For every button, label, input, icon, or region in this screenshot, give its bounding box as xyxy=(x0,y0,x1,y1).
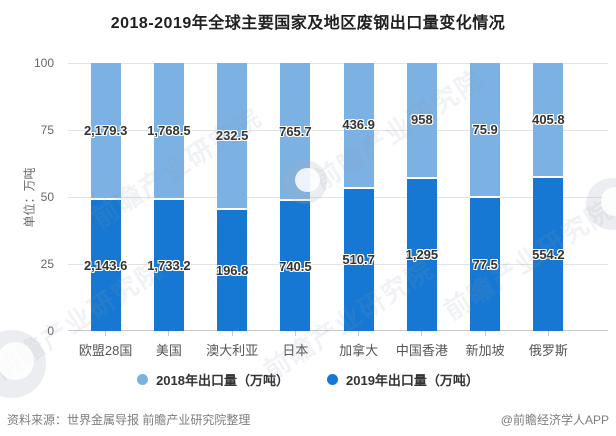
bar-group: 75.9 77.5 xyxy=(454,63,517,331)
bar-segment-2019: 510.7 xyxy=(342,186,375,331)
y-axis-labels: 100 75 50 25 0 xyxy=(18,56,60,338)
bar-segment-2018: 958 xyxy=(406,63,437,177)
legend-item: 2019年出口量（万吨） xyxy=(327,370,479,389)
category-cell: 新加坡 xyxy=(454,331,517,359)
category-label: 澳大利亚 xyxy=(206,343,259,358)
legend-swatch xyxy=(327,374,338,385)
legend-swatch xyxy=(137,374,149,385)
bar-segment-2018: 2,179.3 xyxy=(84,63,127,199)
category-label: 中国香港 xyxy=(395,343,448,358)
bar-segment-2018: 405.8 xyxy=(532,63,565,177)
y-tick-label: 100 xyxy=(33,56,54,70)
legend-item: 2018年出口量（万吨） xyxy=(137,370,289,389)
gridline xyxy=(68,264,608,265)
data-label-2019: 510.7 xyxy=(342,252,375,268)
data-label-2019: 2,143.6 xyxy=(83,258,128,274)
data-label-2018: 2,179.3 xyxy=(83,123,128,139)
y-tick-label: 25 xyxy=(40,257,54,271)
stacked-bar: 232.5 196.8 xyxy=(215,63,249,331)
category-cell: 欧盟28国 xyxy=(74,331,137,359)
category-label: 日本 xyxy=(282,343,309,358)
data-label-2019: 554.2 xyxy=(532,247,565,263)
data-label-2019: 740.5 xyxy=(279,258,312,274)
credit-note: @前瞻经济学人APP xyxy=(500,413,609,427)
bar-segment-2018: 75.9 xyxy=(470,63,501,196)
bar-group: 405.8 554.2 xyxy=(517,63,580,331)
stacked-bar: 765.7 740.5 xyxy=(279,63,312,331)
stacked-bar: 1,768.5 1,733.2 xyxy=(147,63,191,331)
data-label-2018: 75.9 xyxy=(472,121,498,137)
bar-segment-2019: 196.8 xyxy=(215,208,249,331)
data-label-2019: 1,295 xyxy=(405,247,439,263)
category-tick xyxy=(358,331,360,336)
bar-group: 436.9 510.7 xyxy=(327,63,390,331)
bar-segment-2018: 1,768.5 xyxy=(147,63,191,199)
category-cell: 美国 xyxy=(137,331,200,359)
source-note: 资料来源：世界金属导报 前瞻产业研究院整理 xyxy=(7,413,251,427)
data-label-2018: 1,768.5 xyxy=(147,123,191,139)
category-label: 欧盟28国 xyxy=(78,343,133,358)
category-tick xyxy=(421,331,423,336)
bar-group: 958 1,295 xyxy=(390,63,453,331)
data-label-2018: 436.9 xyxy=(342,117,375,133)
category-cell: 俄罗斯 xyxy=(517,331,580,359)
gridline xyxy=(68,197,608,198)
bar-group: 2,179.3 2,143.6 xyxy=(74,63,137,331)
bar-segment-2019: 740.5 xyxy=(279,199,312,331)
category-axis: 欧盟28国 美国 澳大利亚 日本 加拿大 中国香港 新加坡 俄罗斯 xyxy=(68,331,608,359)
category-label: 新加坡 xyxy=(465,343,505,358)
stacked-bar: 75.9 77.5 xyxy=(470,63,501,331)
bar-segment-2018: 436.9 xyxy=(342,63,375,187)
y-tick-label: 50 xyxy=(40,190,54,204)
data-label-2018: 232.5 xyxy=(215,128,249,144)
bar-group: 765.7 740.5 xyxy=(264,63,327,331)
stacked-bar: 2,179.3 2,143.6 xyxy=(84,63,127,331)
data-label-2019: 196.8 xyxy=(215,263,249,279)
bars-layer: 2,179.3 2,143.6 1,768.5 1,733.2 232.5 196.8 76… xyxy=(68,63,608,331)
bar-segment-2018: 232.5 xyxy=(215,63,249,209)
bar-segment-2018: 765.7 xyxy=(279,63,312,200)
category-cell: 日本 xyxy=(264,331,327,359)
footer: 资料来源：世界金属导报 前瞻产业研究院整理 @前瞻经济学人APP xyxy=(0,411,616,428)
category-cell: 加拿大 xyxy=(327,331,390,359)
category-label: 俄罗斯 xyxy=(528,343,568,358)
bar-group: 1,768.5 1,733.2 xyxy=(137,63,200,331)
bar-segment-2019: 77.5 xyxy=(470,195,501,331)
bar-segment-2019: 1,295 xyxy=(405,176,439,331)
y-tick-label: 75 xyxy=(40,123,54,137)
category-tick xyxy=(547,331,549,336)
stacked-bar: 958 1,295 xyxy=(405,63,439,331)
category-label: 美国 xyxy=(155,343,182,358)
data-label-2019: 1,733.2 xyxy=(147,258,191,274)
legend-label: 2019年出口量（万吨） xyxy=(346,373,479,388)
category-tick xyxy=(484,331,486,336)
bar-group: 232.5 196.8 xyxy=(201,63,264,331)
plot-area: 2,179.3 2,143.6 1,768.5 1,733.2 232.5 196.8 76… xyxy=(68,63,608,331)
chart-title: 2018-2019年全球主要国家及地区废钢出口量变化情况 xyxy=(110,15,506,32)
bar-segment-2019: 2,143.6 xyxy=(84,198,127,331)
legend-label: 2018年出口量（万吨） xyxy=(156,373,289,388)
data-label-2018: 958 xyxy=(411,112,433,128)
category-cell: 中国香港 xyxy=(390,331,453,359)
y-tick-label: 0 xyxy=(47,324,54,338)
x-axis-line xyxy=(68,330,608,331)
data-label-2018: 405.8 xyxy=(532,112,565,128)
bar-segment-2019: 554.2 xyxy=(532,176,565,331)
category-cell: 澳大利亚 xyxy=(201,331,264,359)
legend: 2018年出口量（万吨） 2019年出口量（万吨） xyxy=(0,370,616,389)
data-label-2018: 765.7 xyxy=(279,123,312,139)
gridline xyxy=(68,63,608,64)
category-tick xyxy=(168,331,170,336)
stacked-bar: 405.8 554.2 xyxy=(532,63,565,331)
category-tick xyxy=(231,331,233,336)
stacked-bar: 436.9 510.7 xyxy=(342,63,375,331)
category-label: 加拿大 xyxy=(339,343,379,358)
category-tick xyxy=(294,331,296,336)
gridline xyxy=(68,130,608,131)
category-tick xyxy=(105,331,107,336)
data-label-2019: 77.5 xyxy=(472,256,498,272)
bar-segment-2019: 1,733.2 xyxy=(147,198,191,331)
